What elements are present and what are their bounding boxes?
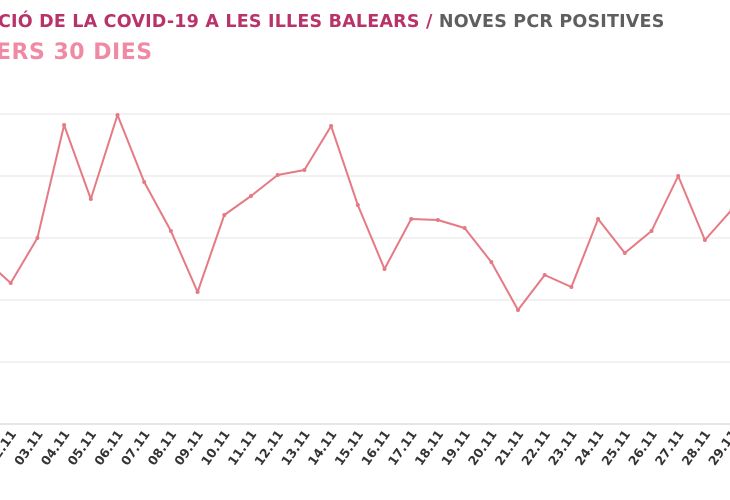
data-point-16.11 — [382, 267, 387, 271]
chart-subtitle: ERS 30 DIES — [0, 40, 153, 65]
data-point-21.11 — [516, 308, 520, 312]
data-point-11.11 — [249, 194, 253, 198]
chart-title-sub: NOVES PCR POSITIVES — [438, 12, 665, 32]
data-point-28.11 — [702, 238, 707, 242]
data-point-13.11 — [302, 168, 307, 172]
chart-title-main: CIÓ DE LA COVID-19 A LES ILLES BALEARS — [0, 12, 420, 32]
data-point-19.11 — [462, 226, 467, 230]
data-point-18.11 — [435, 218, 440, 222]
data-point-08.11 — [168, 229, 173, 233]
data-point-14.11 — [329, 124, 334, 128]
data-point-24.11 — [596, 217, 601, 221]
data-point-09.11 — [195, 290, 200, 294]
data-point-02.11 — [8, 281, 13, 285]
data-point-15.11 — [355, 203, 360, 207]
data-point-20.11 — [489, 260, 494, 264]
data-point-23.11 — [569, 285, 574, 289]
data-point-10.11 — [222, 213, 227, 217]
data-point-27.11 — [676, 174, 681, 178]
data-point-17.11 — [409, 217, 414, 221]
data-point-05.11 — [88, 197, 93, 201]
data-point-25.11 — [622, 251, 627, 255]
data-point-04.11 — [62, 123, 67, 127]
data-point-03.11 — [35, 236, 40, 240]
chart-title: CIÓ DE LA COVID-19 A LES ILLES BALEARS /… — [0, 12, 665, 32]
data-point-22.11 — [542, 273, 547, 277]
data-point-06.11 — [115, 113, 120, 117]
data-point-12.11 — [275, 173, 280, 177]
data-point-26.11 — [649, 229, 654, 233]
data-point-07.11 — [142, 180, 147, 184]
chart-title-separator: / — [425, 12, 433, 32]
series-line — [0, 114, 730, 311]
